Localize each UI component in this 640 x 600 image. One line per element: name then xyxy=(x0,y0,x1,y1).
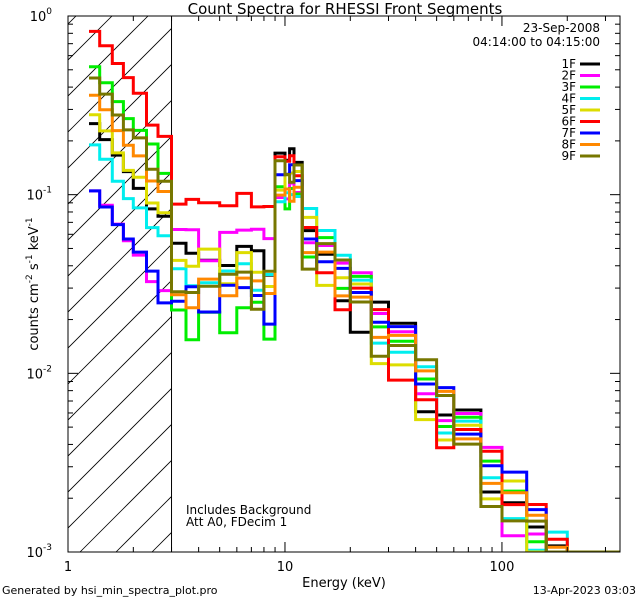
legend-label-3F: 3F xyxy=(561,80,576,94)
chart-title: Count Spectra for RHESSI Front Segments xyxy=(188,0,503,18)
series-9F xyxy=(89,76,620,552)
hatch-line xyxy=(68,27,172,133)
legend-time-range: 04:14:00 to 04:15:00 xyxy=(473,35,600,49)
x-axis-label: Energy (keV) xyxy=(302,576,386,591)
legend-label-1F: 1F xyxy=(561,57,576,71)
series-layer xyxy=(89,29,620,552)
legend-label-9F: 9F xyxy=(561,149,576,163)
legend-date: 23-Sep-2008 xyxy=(523,21,600,35)
axis-ticks xyxy=(67,15,620,553)
hatch-line xyxy=(68,387,172,493)
y-tick-label: 100 xyxy=(30,7,53,25)
hatch-line xyxy=(0,0,28,552)
hatch-line xyxy=(68,207,172,313)
hatch-line xyxy=(68,16,149,97)
series-7F xyxy=(89,163,620,552)
x-tick-label: 10 xyxy=(277,560,294,575)
hatch-line xyxy=(68,63,172,169)
x-tick-labels: 1 10 100 xyxy=(64,560,515,575)
y-tick-label: 10-1 xyxy=(26,186,52,204)
hatched-region xyxy=(0,0,172,552)
legend-label-2F: 2F xyxy=(561,69,576,83)
annotation-attenuator: Att A0, FDecim 1 xyxy=(186,515,287,529)
legend-label-8F: 8F xyxy=(561,138,576,152)
hatch-line xyxy=(68,279,172,385)
footer-generated-by: Generated by hsi_min_spectra_plot.pro xyxy=(2,584,218,597)
legend-label-5F: 5F xyxy=(561,103,576,117)
series-6F xyxy=(89,29,620,552)
annotation-background: Includes Background xyxy=(186,503,311,517)
series-1F xyxy=(89,122,620,552)
legend-label-7F: 7F xyxy=(561,126,576,140)
y-tick-label: 10-3 xyxy=(26,543,52,561)
footer-timestamp: 13-Apr-2023 03:03 xyxy=(533,584,636,597)
hatch-line xyxy=(68,423,172,529)
x-tick-label: 1 xyxy=(64,560,72,575)
series-4F xyxy=(89,143,620,552)
legend-label-4F: 4F xyxy=(561,92,576,106)
y-tick-labels: 100 10-1 10-2 10-3 xyxy=(26,7,52,561)
y-axis-label: counts cm-2 s-1 keV-1 xyxy=(25,217,42,350)
plot-frame xyxy=(67,15,621,553)
hatch-line xyxy=(68,171,172,277)
series-2F xyxy=(89,181,620,552)
hatch-line xyxy=(68,16,77,25)
hatch-line xyxy=(68,315,172,421)
hatch-line xyxy=(68,243,172,349)
series-8F xyxy=(89,93,620,552)
legend-label-6F: 6F xyxy=(561,115,576,129)
x-tick-label: 100 xyxy=(490,560,515,575)
y-tick-label: 10-2 xyxy=(26,364,52,382)
